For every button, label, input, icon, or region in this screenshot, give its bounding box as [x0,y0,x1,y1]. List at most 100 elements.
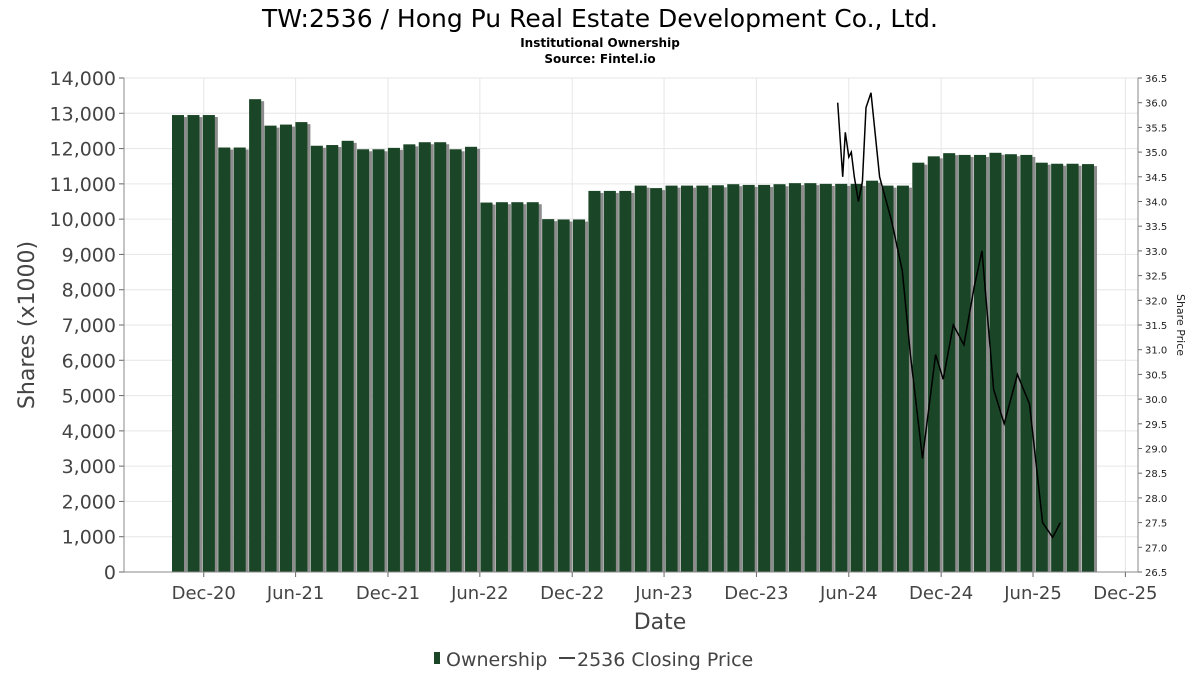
ownership-bar [1020,154,1033,572]
ownership-bar [742,184,755,572]
ownership-bar [526,202,539,572]
ownership-bar [202,115,215,573]
ownership-bar [619,190,632,572]
ownership-bar [788,183,801,572]
ownership-bar [1004,154,1017,572]
chart-source: Source: Fintel.io [544,52,655,66]
ownership-bar [758,184,771,572]
x-tick-label: Jun-24 [819,583,878,604]
ownership-bar [187,115,200,573]
x-tick-label: Jun-21 [266,583,325,604]
ownership-bar [295,122,308,572]
ownership-bar [1035,162,1048,572]
ownership-bar [557,219,570,572]
chart-subtitle: Institutional Ownership [520,36,680,50]
ownership-bar [835,183,848,572]
ownership-bar [881,185,894,572]
y2-tick-label: 35.5 [1145,123,1167,134]
ownership-bar [958,154,971,572]
y2-tick-label: 36.0 [1145,99,1167,110]
ownership-bar [711,185,724,573]
y-tick-label: 12,000 [50,139,116,161]
ownership-bar [171,115,185,573]
y2-tick-label: 28.5 [1145,469,1167,480]
ownership-bar [989,152,1002,572]
ownership-bar [974,154,987,572]
y-tick-label: 10,000 [50,209,116,231]
y2-tick-label: 32.5 [1145,272,1167,283]
ownership-bar [542,219,555,572]
y2-tick-label: 32.0 [1145,296,1167,307]
y2-tick-label: 28.0 [1145,494,1167,505]
legend-price-label: 2536 Closing Price [577,649,753,671]
ownership-bar [480,202,493,572]
y2-tick-label: 34.5 [1145,173,1167,184]
legend: Ownership 2536 Closing Price [434,649,753,671]
ownership-bar [680,185,693,572]
y2-tick-label: 30.0 [1145,395,1167,406]
ownership-bar [310,145,323,572]
ownership-bar [665,185,678,572]
ownership-bar [372,149,385,572]
ownership-bar [418,142,431,572]
y-tick-label: 4,000 [62,421,116,443]
ownership-bar [1051,163,1064,572]
y2-tick-label: 27.0 [1145,543,1167,554]
ownership-bar [249,99,262,573]
legend-ownership-label: Ownership [446,649,547,671]
y-tick-label: 8,000 [62,280,116,302]
price-line-layer [836,92,1061,539]
ownership-bar [804,183,817,572]
ownership-bar [896,185,909,572]
ownership-bar [387,147,400,572]
ownership-bar [588,190,601,572]
ownership-bar [449,149,462,572]
ownership-bar [511,202,524,572]
x-tick-label: Dec-24 [909,583,973,604]
y2-tick-label: 30.5 [1145,370,1167,381]
bar-layer [171,99,1098,573]
closing-price-line [836,92,1061,539]
ownership-bar [773,184,786,572]
ownership-bar [603,190,616,572]
y-tick-label: 9,000 [62,244,116,266]
y2-tick-label: 34.0 [1145,198,1167,209]
y2-tick-label: 36.5 [1145,74,1167,85]
ownership-bar [696,185,709,572]
y-tick-label: 5,000 [62,386,116,408]
x-tick-label: Dec-21 [356,583,420,604]
ownership-bar [634,185,647,572]
ownership-bar [357,149,370,572]
y2-tick-label: 35.0 [1145,148,1167,159]
y-tick-label: 13,000 [50,103,116,125]
ownership-bar [850,183,863,572]
ownership-bar [912,162,925,572]
y2-tick-label: 33.5 [1145,222,1167,233]
x-tick-label: Dec-22 [540,583,604,604]
y2-tick-label: 29.5 [1145,420,1167,431]
ownership-bar [465,146,478,573]
y2-tick-label: 31.5 [1145,321,1167,332]
legend-ownership-swatch [434,652,440,664]
ownership-bar [1066,163,1079,572]
y2-tick-label: 29.0 [1145,445,1167,456]
x-tick-label: Jun-22 [450,583,509,604]
x-tick-label: Dec-20 [172,583,236,604]
y-tick-label: 11,000 [50,174,116,196]
ownership-bar [341,140,354,572]
y2-tick-label: 31.0 [1145,346,1167,357]
y-tick-label: 7,000 [62,315,116,337]
y2-tick-label: 27.5 [1145,519,1167,530]
x-tick-label: Jun-23 [634,583,693,604]
chart-title: TW:2536 / Hong Pu Real Estate Developmen… [261,4,938,33]
ownership-bar [279,124,292,572]
y-axis-label: Shares (x1000) [15,241,40,409]
ownership-bar [819,183,832,572]
ownership-bar [943,153,956,572]
ownership-bar [495,202,508,572]
ownership-bar [1081,164,1095,572]
y-tick-label: 0 [104,562,116,584]
ownership-bar [403,144,416,572]
